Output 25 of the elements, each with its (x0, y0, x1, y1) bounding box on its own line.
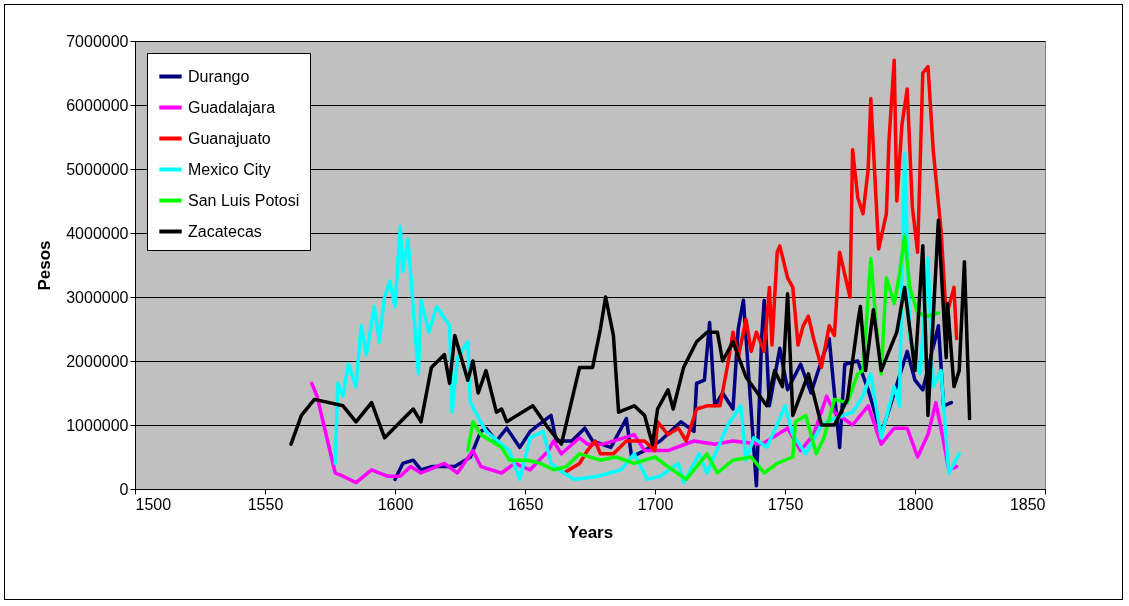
x-tick-label: 1600 (377, 495, 414, 513)
y-tick-label: 2000000 (66, 352, 129, 370)
legend-label: San Luis Potosi (188, 191, 300, 209)
y-tick-label: 3000000 (66, 288, 129, 306)
x-tick-label: 1550 (247, 495, 284, 513)
legend-label: Durango (188, 67, 250, 85)
x-tick-label: 1700 (637, 495, 674, 513)
x-tick-label: 1500 (135, 495, 172, 513)
x-tick-label: 1850 (1009, 495, 1046, 513)
y-tick-label: 6000000 (66, 96, 129, 114)
y-tick-label: 7000000 (66, 32, 129, 50)
x-tick-label: 1750 (767, 495, 804, 513)
legend-label: Mexico City (188, 160, 271, 178)
y-tick-label: 1000000 (66, 416, 129, 434)
x-axis-title: Years (567, 522, 614, 542)
y-tick-label: 4000000 (66, 224, 129, 242)
x-tick-label: 1800 (897, 495, 934, 513)
y-axis-title: Pesos (35, 240, 55, 291)
y-tick-label: 0 (119, 480, 129, 498)
legend-label: Guanajuato (188, 129, 271, 147)
legend-label: Zacatecas (188, 222, 262, 240)
y-tick-label: 5000000 (66, 160, 129, 178)
line-series (562, 58, 959, 475)
legend-label: Guadalajara (188, 98, 276, 116)
x-tick-label: 1650 (507, 495, 544, 513)
